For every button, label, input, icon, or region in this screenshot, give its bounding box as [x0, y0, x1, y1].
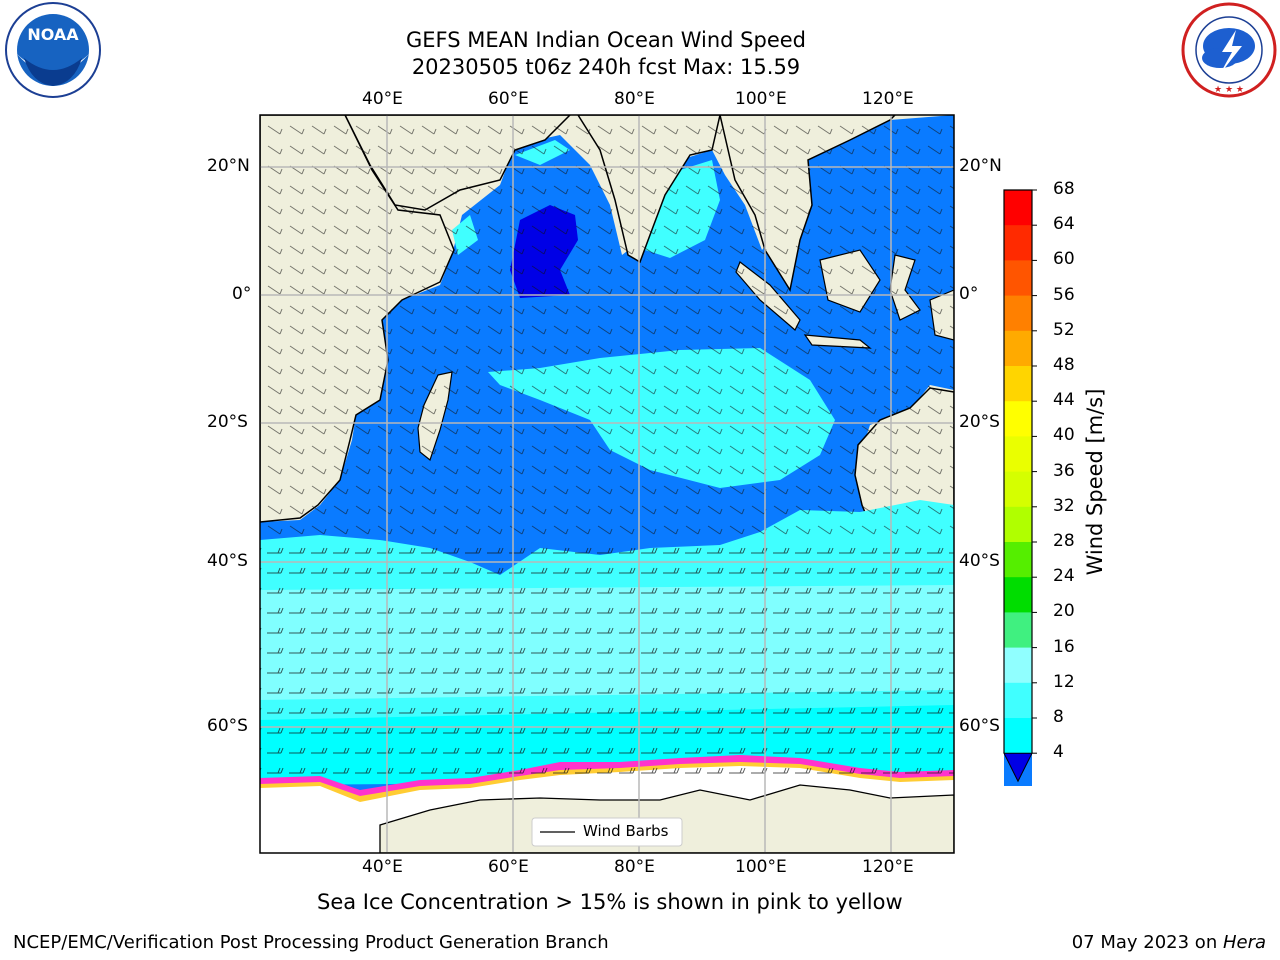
- colorbar-segment: [1004, 682, 1032, 719]
- colorbar-tick-label: 68: [1053, 179, 1075, 199]
- colorbar-tick-label: 52: [1053, 319, 1075, 340]
- colorbar-segment: [1004, 190, 1032, 226]
- lat-label-right-60s: 60°S: [959, 716, 1000, 736]
- colorbar-tick-label: 4: [1053, 742, 1064, 763]
- lon-label-top-40: 40°E: [362, 89, 403, 109]
- colorbar-segment: [1004, 260, 1032, 297]
- wind-barbs-south: [260, 535, 954, 775]
- lon-label-top-60: 60°E: [488, 89, 529, 109]
- colorbar-tick-label: 24: [1053, 566, 1075, 587]
- map-frame: [259, 114, 955, 854]
- colorbar-segment: [1004, 295, 1032, 332]
- lon-label-bottom-80: 80°E: [614, 857, 655, 877]
- colorbar-tick-label: 28: [1053, 531, 1075, 551]
- lat-label-right-20s: 20°S: [959, 412, 1000, 432]
- colorbar-segment: [1004, 647, 1032, 684]
- colorbar-under-arrow: [1003, 752, 1033, 783]
- lat-label-right-0: 0°: [959, 284, 979, 304]
- colorbar-tick-label: 40: [1053, 425, 1075, 446]
- lon-label-top-80: 80°E: [614, 89, 655, 109]
- noaa-logo-text: NOAA: [27, 25, 79, 44]
- nws-logo: ★ ★ ★: [1181, 2, 1277, 98]
- colorbar-segment: [1004, 612, 1032, 649]
- footer-date: 07 May 2023 on Hera: [1072, 932, 1266, 953]
- colorbar-segment: [1004, 577, 1032, 613]
- lat-label-right-20n: 20°N: [959, 156, 1002, 176]
- lon-label-bottom-40: 40°E: [362, 857, 403, 877]
- legend-box: [531, 817, 683, 847]
- colorbar-tick-label: 64: [1053, 214, 1075, 235]
- footer-credit: NCEP/EMC/Verification Post Processing Pr…: [13, 932, 609, 953]
- colorbar-tick-label: 36: [1053, 460, 1075, 481]
- colorbar-segment: [1004, 225, 1032, 261]
- colorbar-segment: [1004, 542, 1032, 578]
- colorbar-tick-label: 56: [1053, 284, 1075, 305]
- wind-barbs-north: [260, 115, 954, 535]
- lon-label-bottom-60: 60°E: [488, 857, 529, 877]
- lat-label-left-60s: 60°S: [207, 716, 248, 736]
- footer-date-text: 07 May 2023 on: [1071, 932, 1223, 953]
- graticule: [260, 115, 954, 853]
- lat-label-left-20n: 20°N: [207, 156, 250, 176]
- legend-label: Wind Barbs: [583, 822, 669, 840]
- colorbar-tick-label: 12: [1053, 671, 1075, 692]
- colorbar-tick-label: 44: [1053, 390, 1075, 411]
- colorbar-segment: [1004, 506, 1032, 543]
- lon-label-top-100: 100°E: [735, 89, 787, 109]
- colorbar-segment: [1004, 330, 1032, 367]
- lon-label-bottom-100: 100°E: [735, 857, 787, 877]
- lat-label-left-0: 0°: [232, 284, 252, 304]
- colorbar-tick-label: 20: [1053, 601, 1075, 622]
- colorbar-tick-label: 16: [1053, 636, 1075, 657]
- colorbar-tick-label: 60: [1053, 249, 1075, 270]
- colorbar-tick-label: 32: [1053, 495, 1075, 516]
- lon-label-bottom-120: 120°E: [862, 857, 914, 877]
- colorbar-label: Wind Speed [m/s]: [1083, 388, 1107, 576]
- lat-label-right-40s: 40°S: [959, 551, 1000, 571]
- colorbar-segment: [1004, 718, 1032, 754]
- noaa-logo: NOAA: [5, 2, 101, 98]
- colorbar-segment: [1004, 471, 1032, 508]
- lat-label-left-40s: 40°S: [207, 551, 248, 571]
- svg-text:★ ★ ★: ★ ★ ★: [1214, 85, 1244, 95]
- footer-host: Hera: [1222, 932, 1266, 953]
- colorbar-tick-label: 8: [1053, 707, 1064, 727]
- chart-title: GEFS MEAN Indian Ocean Wind Speed: [405, 28, 807, 52]
- chart-subtitle: 20230505 t06z 240h fcst Max: 15.59: [411, 55, 801, 79]
- colorbar-segment: [1004, 436, 1032, 473]
- lon-label-top-120: 120°E: [862, 89, 914, 109]
- colorbar: [1003, 189, 1037, 786]
- sea-ice-caption: Sea Ice Concentration > 15% is shown in …: [317, 890, 903, 914]
- colorbar-segment: [1004, 366, 1032, 402]
- colorbar-segment: [1004, 401, 1032, 437]
- colorbar-tick-label: 48: [1053, 355, 1075, 375]
- lat-label-left-20s: 20°S: [207, 412, 248, 432]
